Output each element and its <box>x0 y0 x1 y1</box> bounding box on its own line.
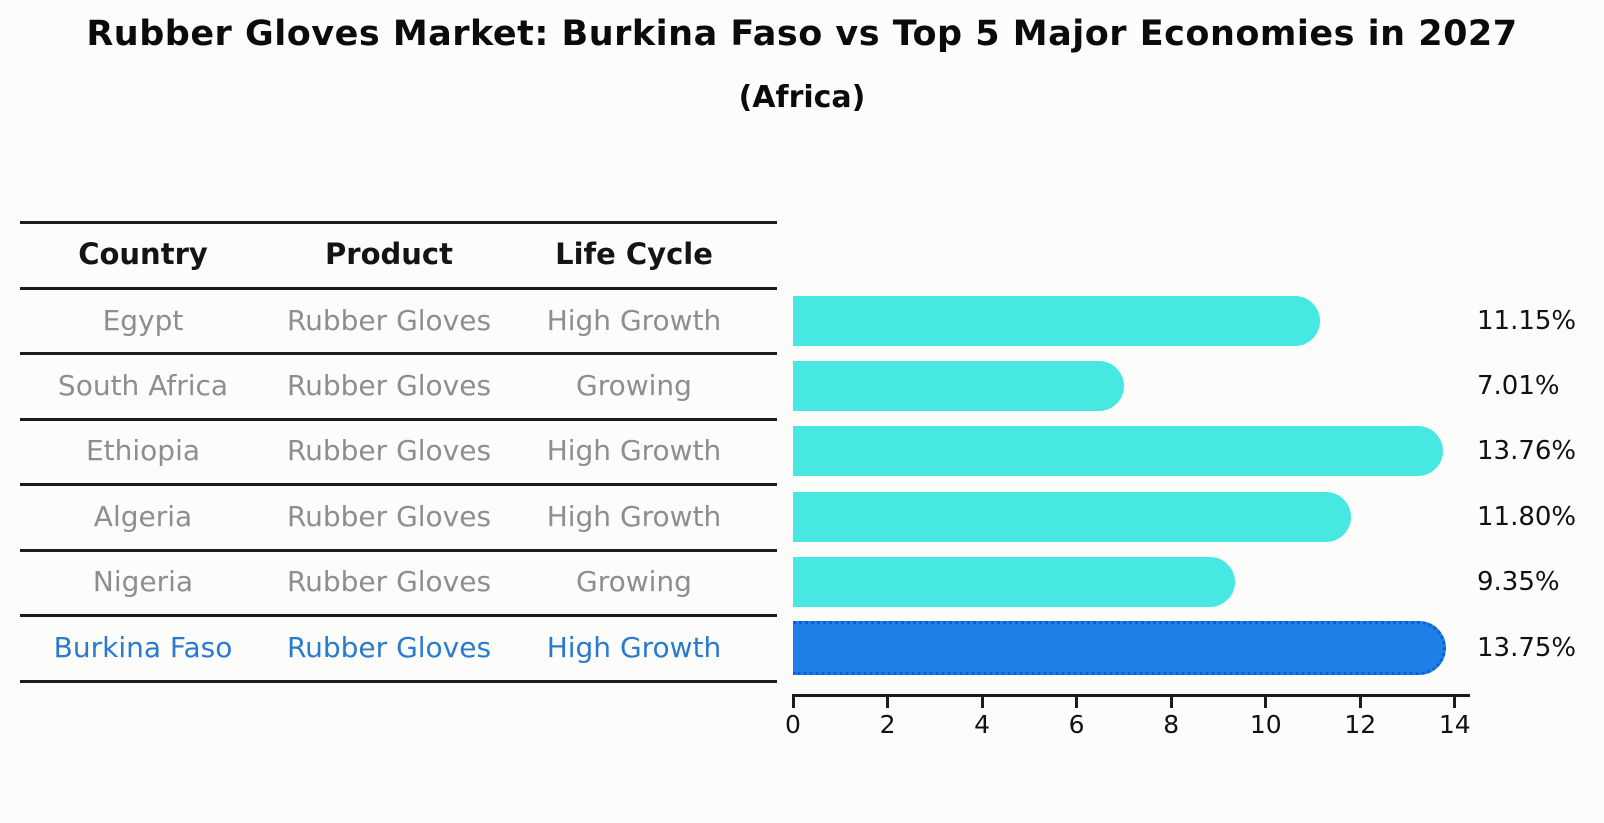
country-cell: Nigeria <box>92 565 194 598</box>
x-axis-tick <box>1075 697 1079 708</box>
table-row: Ethiopia Rubber Gloves High Growth <box>20 418 756 483</box>
country-cell: Algeria <box>93 500 193 533</box>
table-row-burkina-faso: Burkina Faso Rubber Gloves High Growth <box>20 615 756 680</box>
x-axis-tick <box>1358 697 1362 708</box>
value-label-row: 11.15% <box>1470 288 1604 353</box>
x-axis-tick <box>980 697 984 708</box>
table-rule <box>20 221 777 224</box>
table-rule <box>20 483 777 486</box>
value-label: 13.75% <box>1477 632 1577 663</box>
value-label: 7.01% <box>1477 370 1560 401</box>
chart-subtitle: (Africa) <box>738 80 866 115</box>
life-cycle-cell: High Growth <box>546 434 722 467</box>
x-axis-tick-label: 8 <box>1163 710 1180 739</box>
bar-ethiopia <box>793 425 1444 476</box>
x-axis-tick <box>1264 697 1268 708</box>
value-label: 11.15% <box>1477 305 1577 336</box>
table-row: Nigeria Rubber Gloves Growing <box>20 549 756 614</box>
x-axis-tick-label: 6 <box>1068 710 1085 739</box>
value-label-row: 7.01% <box>1470 353 1604 418</box>
bar-row <box>793 549 1469 614</box>
table-row: Egypt Rubber Gloves High Growth <box>20 288 756 353</box>
column-header-life-cycle: Life Cycle <box>555 237 713 271</box>
x-axis-spine <box>792 694 1470 697</box>
product-cell: Rubber Gloves <box>286 304 492 337</box>
x-axis-tick-label: 2 <box>879 710 896 739</box>
product-cell: Rubber Gloves <box>286 631 492 664</box>
table-row: Algeria Rubber Gloves High Growth <box>20 484 756 549</box>
life-cycle-cell: Growing <box>576 369 692 402</box>
x-axis-tick <box>886 697 890 708</box>
table-rule <box>20 614 777 617</box>
table-rule <box>20 352 777 355</box>
product-cell: Rubber Gloves <box>286 434 492 467</box>
table-rule <box>20 680 777 683</box>
value-label-row: 13.75% <box>1470 615 1604 680</box>
country-cell: South Africa <box>57 369 229 402</box>
x-axis-tick-label: 14 <box>1438 710 1471 739</box>
x-axis-tick-label: 10 <box>1249 710 1282 739</box>
life-cycle-cell: High Growth <box>546 500 722 533</box>
country-cell: Egypt <box>102 304 184 337</box>
country-cell: Ethiopia <box>85 434 201 467</box>
life-cycle-cell: Growing <box>576 565 692 598</box>
column-header-product: Product <box>325 237 453 271</box>
column-header-country: Country <box>78 237 208 271</box>
x-axis-tick <box>1453 697 1457 708</box>
x-axis-tick <box>791 697 795 708</box>
bar-row <box>793 418 1469 483</box>
bar-south-africa <box>793 360 1125 411</box>
x-axis-tick <box>1169 697 1173 708</box>
bar-row <box>793 353 1469 418</box>
bar-row <box>793 288 1469 353</box>
product-cell: Rubber Gloves <box>286 369 492 402</box>
table-rule <box>20 549 777 552</box>
table-header-row: Country Product Life Cycle <box>20 221 756 287</box>
x-axis-tick-label: 4 <box>974 710 991 739</box>
table-rule <box>20 418 777 421</box>
value-label: 9.35% <box>1477 566 1560 597</box>
life-cycle-cell: High Growth <box>546 631 722 664</box>
value-label: 11.80% <box>1477 501 1577 532</box>
country-cell: Burkina Faso <box>53 631 233 664</box>
life-cycle-cell: High Growth <box>546 304 722 337</box>
value-label: 13.76% <box>1477 435 1577 466</box>
chart-title: Rubber Gloves Market: Burkina Faso vs To… <box>86 14 1518 54</box>
product-cell: Rubber Gloves <box>286 565 492 598</box>
value-label-row: 9.35% <box>1470 549 1604 614</box>
table-row: South Africa Rubber Gloves Growing <box>20 353 756 418</box>
value-label-row: 13.76% <box>1470 418 1604 483</box>
table-rule <box>20 287 777 290</box>
x-axis-tick-label: 12 <box>1344 710 1377 739</box>
value-label-row: 11.80% <box>1470 484 1604 549</box>
bar-row <box>793 615 1469 680</box>
bar-algeria <box>793 491 1351 542</box>
x-axis: 0 2 4 6 8 10 12 14 <box>785 694 1471 754</box>
x-axis-tick-label: 0 <box>785 710 801 739</box>
bar-row <box>793 484 1469 549</box>
product-cell: Rubber Gloves <box>286 500 492 533</box>
bar-egypt <box>793 295 1321 346</box>
bar-burkina-faso <box>793 620 1446 675</box>
bar-nigeria <box>793 556 1235 607</box>
